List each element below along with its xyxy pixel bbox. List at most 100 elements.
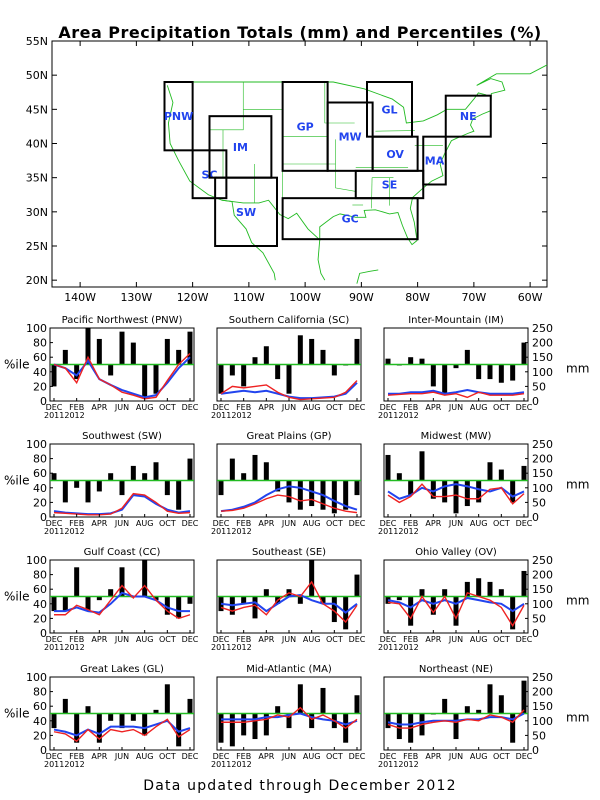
bar bbox=[498, 589, 504, 597]
x-year-label: 20112012 bbox=[44, 527, 85, 536]
left-axis-label: %ile bbox=[4, 590, 29, 604]
bar bbox=[108, 589, 114, 597]
bar bbox=[119, 713, 125, 729]
x-tick-label: DEC bbox=[46, 403, 63, 412]
series-line bbox=[388, 389, 525, 395]
series-line bbox=[220, 494, 358, 514]
bar bbox=[108, 713, 114, 721]
x-tick-label: DEC bbox=[516, 403, 533, 412]
left-tick-label: 80 bbox=[33, 453, 47, 466]
bar bbox=[396, 473, 402, 481]
bar bbox=[96, 713, 102, 743]
bar bbox=[385, 358, 391, 365]
x-tick-label: APR bbox=[425, 519, 441, 528]
bar bbox=[153, 462, 159, 481]
x-tick-label: APR bbox=[258, 635, 274, 644]
x-tick-label: AUG bbox=[303, 403, 321, 412]
left-tick-label: 20 bbox=[33, 380, 47, 393]
x-tick-label: DEC bbox=[380, 635, 397, 644]
bar bbox=[153, 364, 159, 394]
right-tick-label: 250 bbox=[532, 438, 553, 451]
bar bbox=[229, 713, 235, 747]
bar bbox=[419, 589, 425, 597]
bar bbox=[176, 596, 182, 619]
x-tick-label: DEC bbox=[182, 403, 199, 412]
x-tick-label: JUN bbox=[114, 403, 129, 412]
bar bbox=[331, 596, 337, 623]
coastline bbox=[166, 64, 548, 246]
bar bbox=[442, 480, 448, 503]
bar bbox=[498, 364, 504, 383]
x-tick-label: FEB bbox=[403, 752, 418, 761]
region-box-sw bbox=[214, 176, 278, 248]
bar bbox=[385, 454, 391, 481]
x-tick-label: JUN bbox=[448, 403, 463, 412]
right-tick-label: 150 bbox=[532, 700, 553, 713]
series-line bbox=[53, 356, 191, 399]
bar bbox=[164, 596, 170, 615]
series-line bbox=[387, 709, 525, 729]
panel-title: Inter-Mountain (IM) bbox=[408, 315, 504, 326]
x-tick-label: FEB bbox=[69, 519, 84, 528]
x-tick-label: AUG bbox=[470, 519, 488, 528]
left-tick-label: 80 bbox=[33, 337, 47, 350]
right-tick-label: 50 bbox=[532, 496, 546, 509]
bar bbox=[62, 480, 68, 503]
bar bbox=[442, 589, 448, 597]
bar bbox=[119, 331, 125, 365]
right-axis-label: mm bbox=[566, 594, 589, 608]
x-tick-label: AUG bbox=[303, 635, 321, 644]
x-tick-label: DEC bbox=[213, 635, 230, 644]
x-tick-label: OCT bbox=[326, 403, 343, 412]
left-tick-label: 40 bbox=[33, 482, 47, 495]
bar bbox=[263, 346, 269, 365]
series-line bbox=[220, 580, 358, 624]
bar bbox=[62, 349, 68, 365]
bar bbox=[85, 480, 91, 503]
state-boundary bbox=[335, 139, 356, 192]
panel-title: Great Lakes (GL) bbox=[80, 664, 164, 675]
bar bbox=[343, 480, 349, 510]
left-tick-label: 0 bbox=[40, 744, 47, 757]
x-tick-label: AUG bbox=[136, 635, 154, 644]
region-label-pnw: PNW bbox=[164, 110, 193, 123]
lon-tick-label: 130W bbox=[120, 291, 152, 304]
right-tick-label: 200 bbox=[532, 337, 553, 350]
x-tick-label: JUN bbox=[448, 635, 463, 644]
bar bbox=[419, 451, 425, 481]
bar bbox=[464, 349, 470, 365]
bar bbox=[408, 357, 414, 365]
bar bbox=[176, 349, 182, 365]
bar bbox=[241, 596, 247, 604]
x-tick-label: OCT bbox=[493, 403, 510, 412]
left-tick-label: 60 bbox=[33, 351, 47, 364]
x-year-label: 20112012 bbox=[378, 411, 419, 420]
right-tick-label: 0 bbox=[532, 627, 539, 640]
x-tick-label: OCT bbox=[159, 752, 176, 761]
bar bbox=[320, 349, 326, 365]
bar bbox=[385, 713, 391, 729]
bar bbox=[354, 480, 360, 496]
series-line bbox=[53, 718, 191, 743]
x-tick-label: APR bbox=[91, 752, 107, 761]
bar bbox=[498, 695, 504, 714]
x-tick-label: FEB bbox=[236, 752, 251, 761]
x-year-label: 20112012 bbox=[211, 527, 252, 536]
series-line bbox=[387, 483, 525, 505]
bar bbox=[521, 680, 527, 714]
state-boundary bbox=[375, 130, 415, 132]
bar bbox=[297, 480, 303, 510]
coastline bbox=[221, 199, 276, 281]
bar bbox=[510, 713, 516, 743]
x-tick-label: DEC bbox=[46, 635, 63, 644]
coastline bbox=[172, 81, 487, 124]
x-tick-label: APR bbox=[258, 403, 274, 412]
region-label-ma: MA bbox=[425, 155, 445, 168]
x-tick-label: APR bbox=[425, 635, 441, 644]
bar bbox=[309, 713, 315, 729]
bar bbox=[51, 713, 57, 729]
